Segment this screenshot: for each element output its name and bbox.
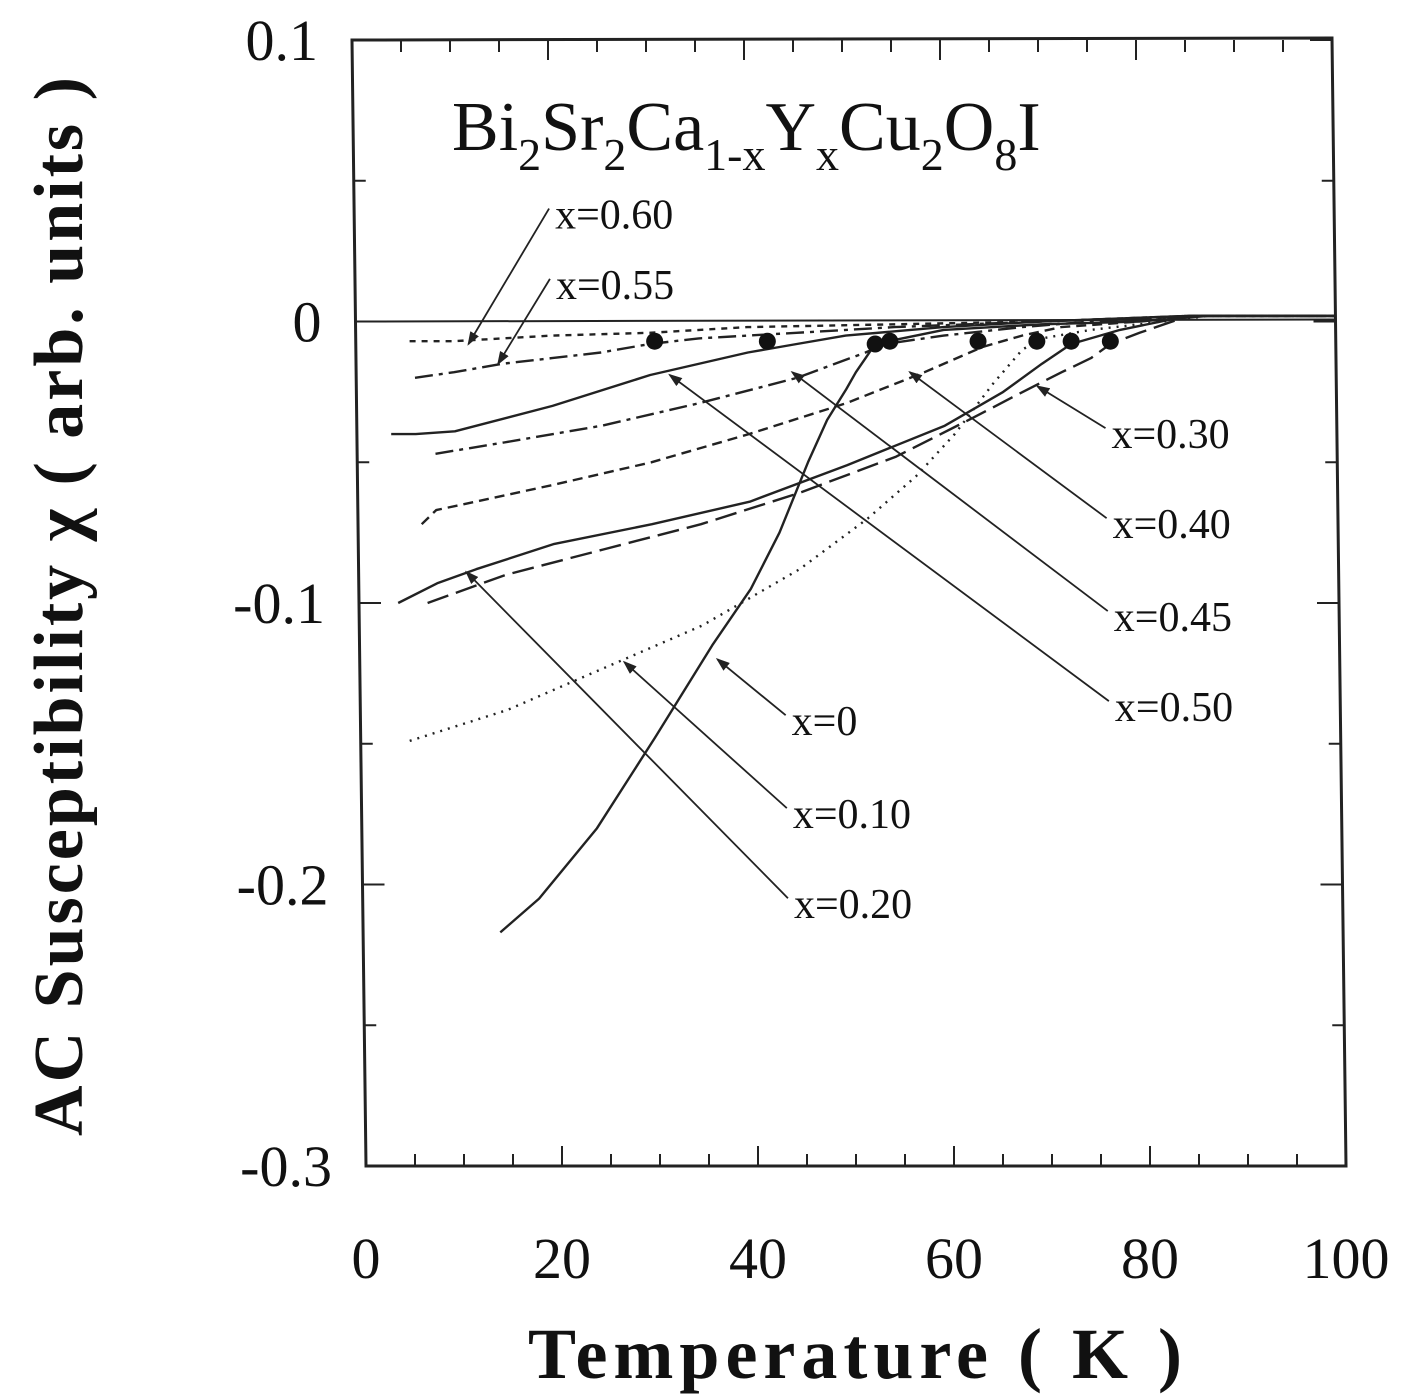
tc-marker-7: [646, 332, 664, 350]
formula-part: 2: [518, 129, 541, 180]
tc-marker-6: [758, 332, 776, 350]
x-tick-label: 20: [533, 1226, 591, 1291]
y-tick-label: -0.1: [233, 571, 325, 636]
formula-part: I: [1017, 89, 1040, 166]
y-tick-label: -0.3: [240, 1134, 332, 1199]
y-tick-label: -0.2: [237, 853, 329, 918]
y-tick-label: 0: [293, 290, 322, 355]
tc-markers: [646, 332, 1119, 353]
series-arrow-1: [622, 660, 788, 809]
series-arrow-6: [668, 373, 1110, 702]
formula-part: O: [944, 89, 995, 166]
series-line-7: [414, 314, 1336, 379]
series-arrow-8: [467, 208, 550, 346]
series-label-8: x=0.60: [555, 193, 673, 239]
formula-part: x: [816, 129, 839, 180]
series-line-2: [397, 314, 1336, 605]
formula-part: Y: [765, 89, 816, 166]
series-label-7: x=0.55: [556, 263, 674, 309]
x-tick-label: 100: [1303, 1226, 1390, 1291]
series-line-3: [427, 314, 1336, 605]
series-arrow-0: [715, 658, 787, 716]
y-tick-label: 0.1: [246, 8, 319, 73]
formula-part: Ca: [626, 89, 704, 166]
compound-formula: Bi2Sr2Ca1-xYxCu2O8I: [452, 89, 1041, 180]
series-label-0: x=0: [792, 699, 858, 745]
tc-marker-0: [866, 335, 884, 353]
formula-part: 2: [603, 129, 626, 180]
series-label-2: x=0.20: [794, 882, 912, 928]
y-axis-title: AC Susceptibility χ ( arb. units ): [21, 74, 98, 1136]
tc-marker-5: [881, 332, 899, 350]
x-tick-label: 80: [1121, 1226, 1179, 1291]
x-axis-title: Temperature ( K ): [528, 1314, 1188, 1394]
series-arrow-7: [497, 278, 551, 366]
x-tick-label: 60: [925, 1226, 983, 1291]
tc-marker-1: [1028, 332, 1046, 350]
formula-part: 2: [921, 129, 944, 180]
tc-marker-2: [1062, 332, 1080, 350]
series-lines: [391, 314, 1336, 934]
series-arrow-3: [1035, 385, 1106, 429]
tc-marker-3: [1101, 332, 1119, 350]
formula-part: 8: [994, 129, 1017, 180]
series-labels: x=0 x=0.10 x=0.20 x=0.30 x=0.40 x=0.45 x=0.50 x…: [465, 193, 1233, 928]
series-line-4: [420, 314, 1336, 526]
formula-part: 1-x: [704, 129, 765, 180]
series-label-1: x=0.10: [793, 792, 911, 838]
axis-ticks: [351, 39, 1347, 1167]
series-label-6: x=0.50: [1115, 685, 1233, 731]
formula-part: Sr: [541, 89, 603, 166]
tc-marker-4: [969, 332, 987, 350]
x-tick-label: 0: [352, 1226, 381, 1291]
series-arrow-4: [908, 370, 1108, 519]
zero-line: [355, 318, 1336, 323]
series-arrow-2: [465, 570, 789, 899]
series-line-1: [409, 314, 1336, 743]
formula-part: Bi: [452, 89, 518, 166]
formula-part: Cu: [839, 89, 921, 166]
series-arrow-5: [790, 370, 1109, 612]
x-tick-label: 40: [729, 1226, 787, 1291]
series-label-5: x=0.45: [1114, 595, 1232, 641]
series-label-4: x=0.40: [1113, 502, 1231, 548]
series-line-8: [409, 314, 1336, 343]
tick-labels: 0 20 40 60 80 100 -0.3 -0.2 -0.1 0 0.1: [233, 8, 1389, 1291]
series-label-3: x=0.30: [1112, 412, 1230, 458]
